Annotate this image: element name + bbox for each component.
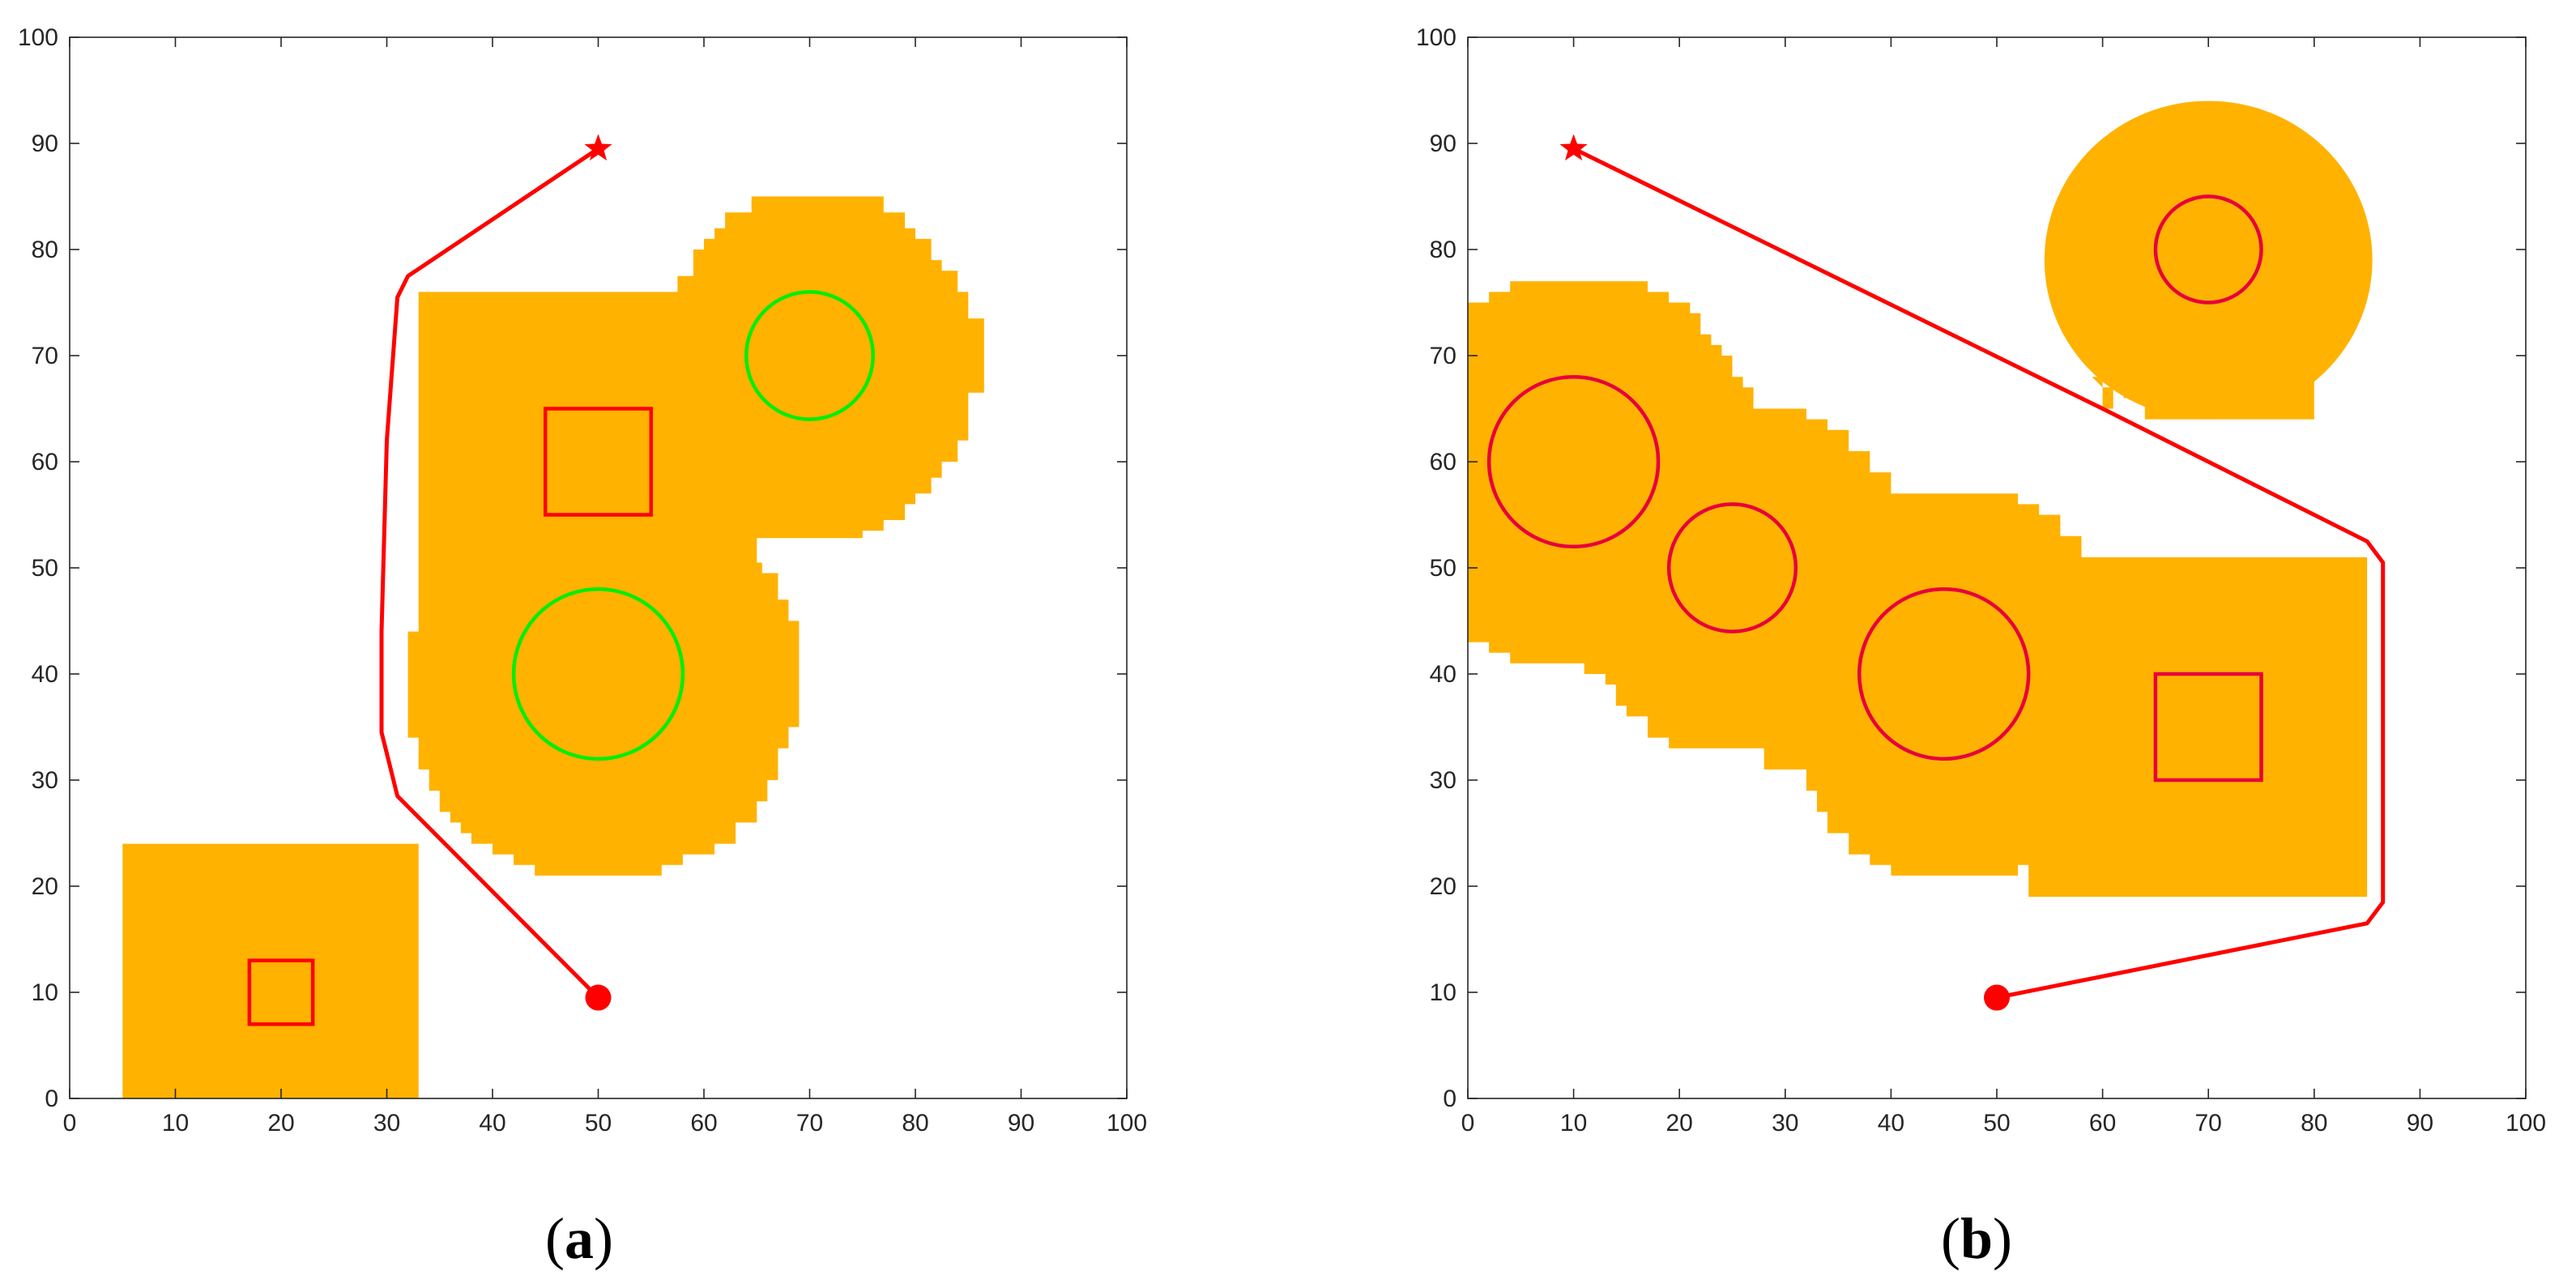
x-tick-label: 40 (479, 1110, 505, 1137)
y-tick-label: 60 (1430, 449, 1456, 476)
y-tick-label: 50 (1430, 555, 1456, 582)
circle-obstacle (511, 586, 685, 761)
goal-point (1559, 134, 1588, 161)
x-tick-label: 80 (902, 1110, 928, 1137)
x-tick-label: 0 (1461, 1110, 1475, 1137)
x-tick-label: 70 (2195, 1110, 2222, 1137)
y-tick-label: 40 (32, 661, 58, 688)
square-obstacle (247, 958, 315, 1026)
panel-a-plot: 0 10 20 30 40 50 60 70 80 90 100 0 10 20 30 40 50 60 70 80 9… (18, 24, 1147, 1137)
x-tick-label: 10 (1560, 1110, 1587, 1137)
inflated-obstacle-region (1468, 281, 2368, 898)
inflated-obstacle-region (407, 196, 984, 876)
y-tick-label: 10 (32, 979, 58, 1006)
panel-b-label: b (1960, 1206, 1993, 1271)
x-tick-label: 30 (1772, 1110, 1798, 1137)
y-tick-label: 10 (1430, 979, 1456, 1006)
y-tick-label: 30 (32, 767, 58, 794)
y-tick-label: 20 (32, 873, 58, 900)
panel-a-label: a (565, 1206, 594, 1271)
y-tick-label: 80 (1430, 237, 1456, 263)
y-tick-label: 0 (45, 1085, 58, 1112)
circle-obstacle (1666, 502, 1798, 633)
planned-path (1572, 147, 2386, 1000)
x-tick-label: 60 (2089, 1110, 2116, 1137)
x-tick-label: 0 (63, 1110, 77, 1137)
y-tick-label: 50 (32, 555, 58, 582)
x-tick-label: 20 (267, 1110, 294, 1137)
panel-a-caption: (a) (545, 1206, 613, 1271)
y-tick-label: 30 (1430, 767, 1456, 794)
y-tick-label: 40 (1430, 661, 1456, 688)
x-tick-label: 20 (1666, 1110, 1693, 1137)
circle-obstacle (1486, 374, 1661, 549)
x-tick-label: 50 (1983, 1110, 2010, 1137)
circle-obstacle (1857, 586, 2031, 761)
x-tick-label: 40 (1878, 1110, 1904, 1137)
x-tick-label: 100 (2506, 1110, 2546, 1137)
start-point (1984, 984, 2010, 1011)
y-tick-label: 20 (1430, 873, 1456, 900)
y-tick-label: 80 (32, 237, 58, 263)
panel-b-caption: (b) (1941, 1206, 2012, 1271)
y-tick-label: 70 (32, 343, 58, 369)
circle-obstacle (2153, 194, 2263, 305)
square-obstacle (2153, 672, 2263, 783)
y-tick-label: 90 (32, 130, 58, 157)
x-tick-label: 90 (2407, 1110, 2433, 1137)
y-tick-label: 60 (32, 449, 58, 476)
x-tick-label: 80 (2301, 1110, 2327, 1137)
panel-b-plot: 0 10 20 30 40 50 60 70 80 90 100 0 10 20 30 40 50 60 70 80 9… (1416, 24, 2546, 1137)
y-tick-label: 100 (1416, 24, 1456, 51)
y-tick-label: 70 (1430, 343, 1456, 369)
y-tick-label: 90 (1430, 130, 1456, 157)
x-tick-label: 90 (1008, 1110, 1034, 1137)
x-tick-label: 30 (373, 1110, 400, 1137)
y-tick-label: 100 (18, 24, 58, 51)
x-tick-label: 100 (1107, 1110, 1147, 1137)
inflated-obstacle-region (2044, 100, 2373, 420)
x-tick-label: 60 (690, 1110, 717, 1137)
square-obstacle (544, 407, 653, 517)
y-tick-label: 0 (1443, 1085, 1456, 1112)
circle-obstacle (744, 290, 876, 421)
goal-point (584, 134, 612, 161)
x-tick-label: 50 (585, 1110, 612, 1137)
inflated-obstacle-region (122, 843, 419, 1098)
x-tick-label: 10 (162, 1110, 189, 1137)
start-point (585, 984, 612, 1011)
planned-path (379, 147, 600, 1000)
x-tick-label: 70 (796, 1110, 823, 1137)
